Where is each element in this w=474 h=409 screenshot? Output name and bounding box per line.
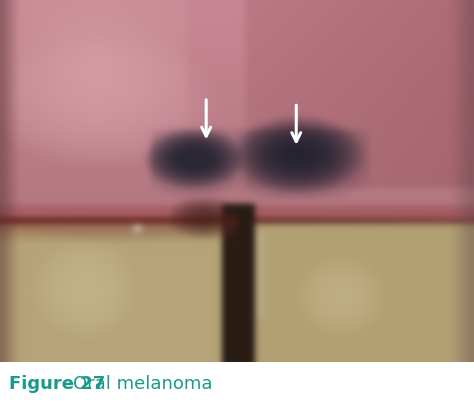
Text: Figure 27: Figure 27 — [9, 374, 106, 392]
Text: Oral melanoma: Oral melanoma — [73, 374, 213, 392]
